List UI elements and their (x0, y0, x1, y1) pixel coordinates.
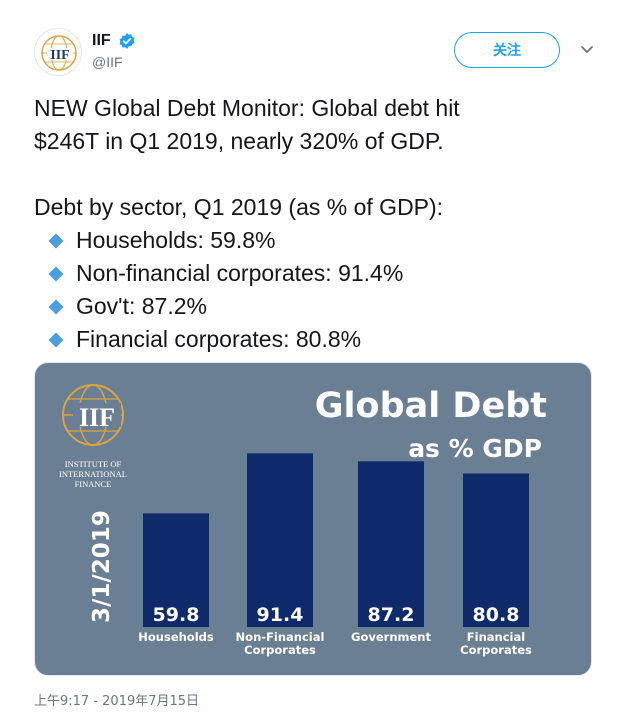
category-label: Corporates (244, 643, 316, 657)
category-label: Government (351, 630, 431, 644)
category-label: Households (138, 630, 214, 644)
category-label: Corporates (460, 643, 532, 657)
bar-value-label: 80.8 (473, 604, 520, 626)
bullet-item: Non-financial corporates: 91.4% (34, 257, 594, 290)
bars-group: 59.8Households91.4Non-FinancialCorporate… (138, 453, 532, 657)
bar-2 (358, 461, 424, 627)
bar-1 (247, 453, 313, 627)
bullet-text: Gov't: 87.2% (76, 293, 207, 319)
tweet-line: $246T in Q1 2019, nearly 320% of GDP. (34, 128, 444, 154)
author-info: IIF @IIF (92, 32, 136, 70)
display-name[interactable]: IIF (92, 32, 111, 49)
blue-diamond-icon (48, 299, 64, 314)
category-label: Non-Financial (236, 630, 325, 644)
bullet-item: Households: 59.8% (34, 224, 594, 257)
logo-text: IIF (79, 403, 115, 432)
bullet-text: Households: 59.8% (76, 227, 276, 253)
blue-diamond-icon (48, 266, 64, 281)
chevron-down-icon[interactable] (578, 40, 596, 58)
follow-button[interactable]: 关注 (454, 32, 560, 68)
chart-title: Global Debt (315, 386, 547, 426)
bullet-text: Non-financial corporates: 91.4% (76, 260, 404, 286)
debt-bar-chart: IIF INSTITUTE OF INTERNATIONAL FINANCE G… (59, 384, 547, 657)
tweet-header: IIF IIF @IIF 关注 (34, 28, 594, 78)
chart-date-label: 3/1/2019 (89, 510, 115, 623)
iif-chart-logo: IIF INSTITUTE OF INTERNATIONAL FINANCE (59, 384, 127, 489)
logo-caption: INTERNATIONAL (59, 469, 127, 479)
blue-diamond-icon (48, 332, 64, 347)
bullet-item: Gov't: 87.2% (34, 290, 594, 323)
tweet-image[interactable]: IIF INSTITUTE OF INTERNATIONAL FINANCE G… (34, 362, 592, 676)
avatar-logo-text: IIF (50, 48, 69, 63)
bar-value-label: 87.2 (368, 604, 415, 626)
avatar[interactable]: IIF (34, 28, 82, 76)
tweet-line: NEW Global Debt Monitor: Global debt hit (34, 95, 460, 121)
bar-value-label: 91.4 (257, 604, 304, 626)
tweet-timestamp[interactable]: 上午9:17 - 2019年7月15日 (34, 694, 200, 709)
blue-diamond-icon (48, 233, 64, 248)
bullet-item: Financial corporates: 80.8% (34, 323, 594, 356)
chart-subtitle: as % GDP (408, 434, 542, 463)
logo-caption: INSTITUTE OF (65, 459, 122, 469)
handle[interactable]: @IIF (92, 54, 123, 71)
bullet-text: Financial corporates: 80.8% (76, 326, 362, 352)
bar-value-label: 59.8 (153, 604, 200, 626)
verified-badge-icon (119, 33, 135, 49)
category-label: Financial (467, 630, 525, 644)
bar-0 (143, 513, 209, 627)
tweet-text: NEW Global Debt Monitor: Global debt hit… (34, 92, 594, 356)
iif-logo-icon: IIF (41, 35, 77, 71)
bar-3 (463, 473, 529, 627)
tweet-line: Debt by sector, Q1 2019 (as % of GDP): (34, 194, 444, 220)
logo-caption: FINANCE (75, 479, 112, 489)
